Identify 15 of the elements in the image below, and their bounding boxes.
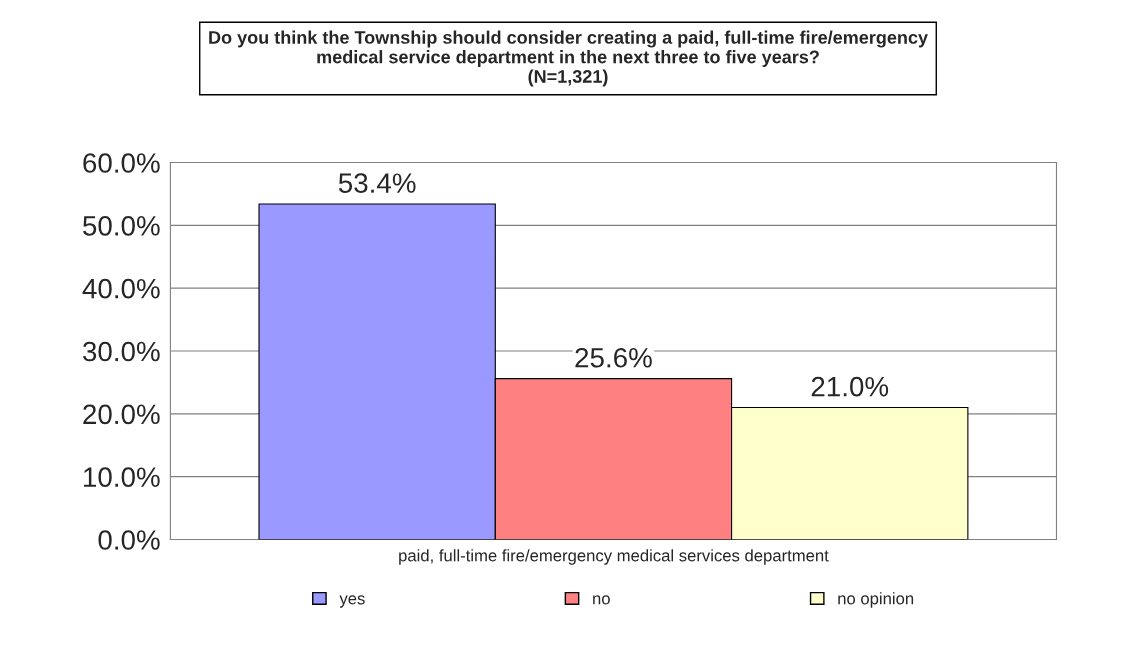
y-tick-label: 0.0% bbox=[98, 530, 160, 550]
legend-label: no opinion bbox=[838, 592, 914, 608]
y-tick-label: 20.0% bbox=[83, 404, 160, 425]
y-tick-label: 30.0% bbox=[82, 341, 160, 362]
legend-label: yes bbox=[339, 595, 365, 608]
legend-label: no bbox=[593, 595, 610, 605]
y-tick-label: 40.0% bbox=[82, 278, 160, 299]
y-tick-label: 60.0% bbox=[83, 153, 160, 173]
chart-title: Do you think the Township should consider creating a paid, full-time fire/emergency medical service department in the next three to five years? (N=1,321) bbox=[209, 30, 928, 87]
data-label: 53.4% bbox=[338, 173, 416, 193]
data-label: 21.0% bbox=[811, 376, 889, 397]
data-label: 25.6% bbox=[575, 347, 652, 368]
y-tick-label: 10.0% bbox=[84, 467, 160, 488]
x-tick-label: paid, full-time fire/emergency medical services department bbox=[399, 549, 829, 565]
y-tick-label: 50.0% bbox=[83, 216, 160, 236]
